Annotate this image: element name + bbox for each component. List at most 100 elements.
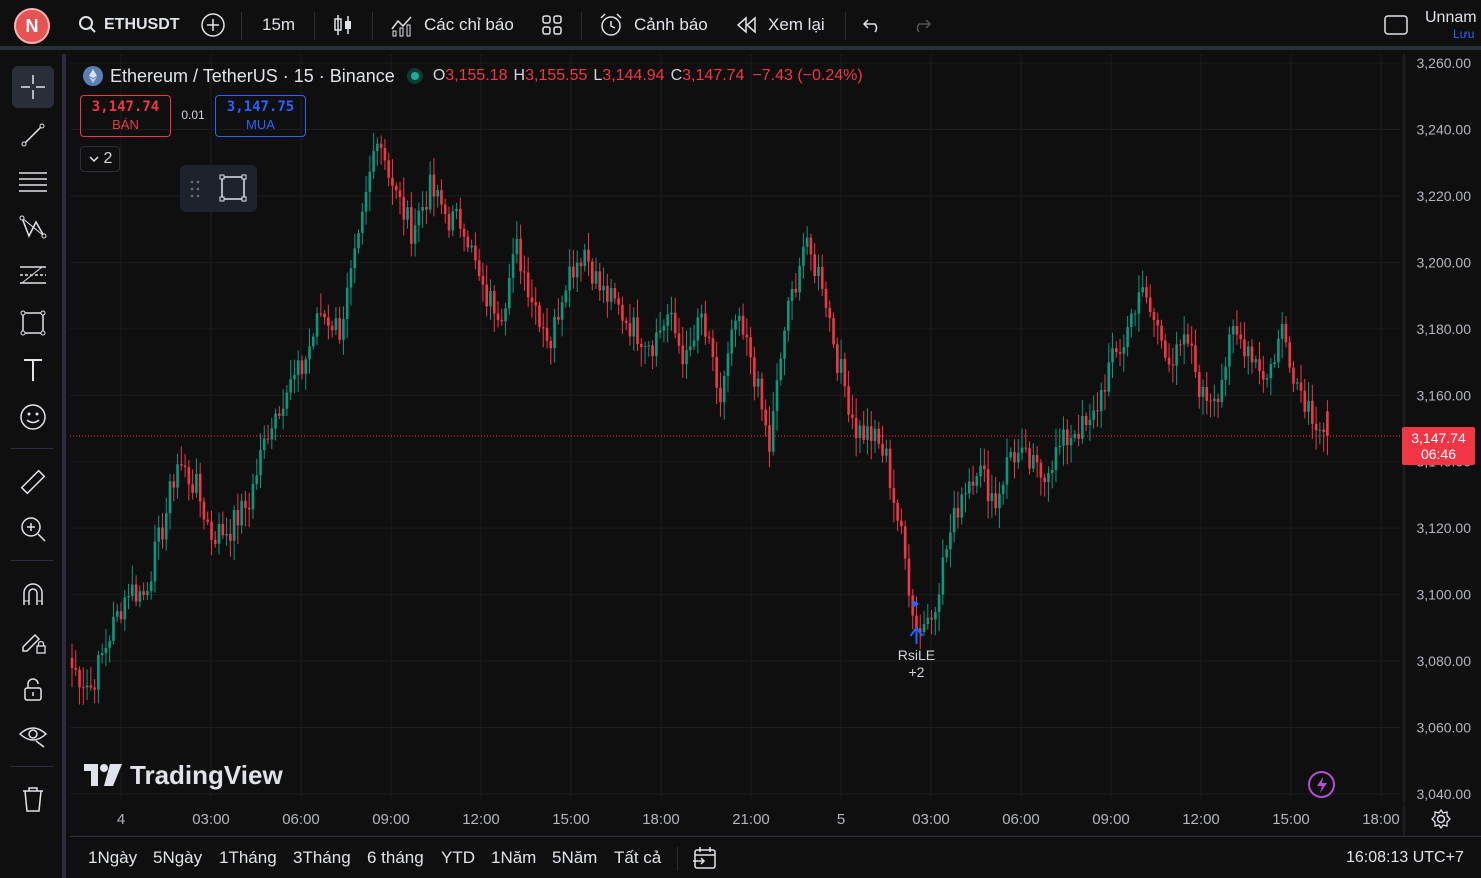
chart-type-button[interactable] bbox=[332, 0, 354, 50]
divider bbox=[372, 12, 373, 40]
candle-body bbox=[696, 317, 700, 341]
replay-button[interactable]: Xem lại bbox=[736, 0, 825, 50]
compare-symbol-button[interactable] bbox=[200, 0, 226, 50]
range-1m[interactable]: 1Tháng bbox=[219, 848, 277, 867]
go-to-date-button[interactable] bbox=[692, 837, 718, 878]
layout-templates-button[interactable] bbox=[541, 0, 563, 50]
hide-tool[interactable] bbox=[12, 714, 54, 756]
candle-body bbox=[900, 520, 903, 527]
candle-body bbox=[1179, 344, 1182, 346]
lightning-button[interactable] bbox=[1308, 771, 1335, 798]
range-1y[interactable]: 1Năm bbox=[491, 848, 537, 867]
candle-body bbox=[1054, 447, 1058, 471]
candle-body bbox=[809, 237, 813, 255]
high-value: 3,155.55 bbox=[525, 67, 588, 84]
user-avatar[interactable]: N bbox=[14, 8, 50, 44]
range-6m[interactable]: 6 tháng bbox=[367, 848, 424, 867]
indicators-button[interactable]: Các chỉ báo bbox=[390, 0, 514, 50]
candle-body bbox=[1133, 313, 1137, 315]
trend-line-tool[interactable] bbox=[12, 114, 54, 156]
range-1d[interactable]: 1Ngày bbox=[88, 848, 138, 867]
redo-button[interactable] bbox=[910, 0, 932, 50]
lock-drawing-tool[interactable] bbox=[12, 620, 54, 662]
fib-tool[interactable] bbox=[12, 254, 54, 296]
candle-body bbox=[613, 288, 617, 299]
interval-button[interactable]: 15m bbox=[262, 15, 296, 34]
candle-body bbox=[440, 190, 443, 205]
signal-label[interactable]: RsiLE bbox=[898, 647, 935, 663]
bottom-toolbar: 1Ngày 5Ngày 1Tháng 3Tháng 6 tháng YTD 1N… bbox=[70, 836, 1481, 878]
candle-body bbox=[1318, 429, 1322, 431]
symbol-search-button[interactable]: ETHUSDT bbox=[78, 0, 180, 50]
rectangle-tool-icon[interactable] bbox=[218, 173, 248, 203]
candle-body bbox=[319, 313, 323, 315]
candle-body bbox=[587, 249, 590, 262]
candle-body bbox=[1081, 415, 1084, 439]
candle-body bbox=[1258, 359, 1261, 372]
candle-body bbox=[421, 206, 424, 211]
pattern-tool[interactable] bbox=[12, 207, 54, 249]
time-tick-label: 06:00 bbox=[1002, 811, 1040, 828]
range-5y[interactable]: 5Năm bbox=[552, 848, 598, 867]
zoom-tool[interactable] bbox=[12, 508, 54, 550]
drag-handle-icon[interactable] bbox=[190, 179, 200, 199]
candle-body bbox=[244, 500, 247, 508]
emoji-tool[interactable] bbox=[12, 396, 54, 438]
price-tick-label: 3,160.00 bbox=[1417, 387, 1472, 403]
candle-body bbox=[508, 277, 511, 309]
lock-all-tool[interactable] bbox=[12, 668, 54, 710]
text-tool[interactable] bbox=[12, 349, 54, 391]
range-3m[interactable]: 3Tháng bbox=[293, 848, 351, 867]
candle-body bbox=[274, 413, 277, 429]
divider bbox=[10, 766, 54, 767]
market-status-dot[interactable] bbox=[406, 68, 423, 84]
candle-body bbox=[979, 465, 982, 477]
candle-body bbox=[975, 476, 979, 486]
price-tick-label: 3,240.00 bbox=[1417, 121, 1472, 137]
sell-button[interactable]: 3,147.74 BÁN bbox=[80, 95, 171, 137]
candle-body bbox=[534, 302, 538, 306]
alerts-button[interactable]: Cảnh báo bbox=[598, 0, 708, 50]
horizontal-lines-tool[interactable] bbox=[12, 160, 54, 202]
price-chart[interactable]: 3,260.00 3,240.00 3,220.00 3,200.00 3,180.00… bbox=[70, 54, 1481, 836]
range-ytd[interactable]: YTD bbox=[441, 848, 475, 867]
candle-body bbox=[78, 669, 81, 688]
candle-body bbox=[138, 591, 142, 602]
candle-body bbox=[1314, 423, 1318, 431]
timezone-clock[interactable]: 16:08:13 UTC+7 bbox=[1346, 849, 1464, 866]
candle-body bbox=[447, 214, 451, 231]
time-tick-label: 03:00 bbox=[192, 811, 230, 828]
range-all[interactable]: Tất cả bbox=[614, 848, 662, 867]
signal-extra-label[interactable]: +2 bbox=[908, 664, 924, 680]
ruler-tool[interactable] bbox=[12, 461, 54, 503]
remove-drawings-tool[interactable] bbox=[12, 778, 54, 820]
range-5d[interactable]: 5Ngày bbox=[153, 848, 203, 867]
candle-body bbox=[1096, 410, 1099, 412]
layout-name-button[interactable]: Unnam Lưu bbox=[1425, 9, 1477, 41]
low-value: 3,144.94 bbox=[602, 67, 665, 84]
fullscreen-button[interactable] bbox=[1383, 0, 1409, 50]
time-tick-label: 03:00 bbox=[912, 811, 950, 828]
candle-body bbox=[1269, 364, 1273, 379]
shape-tool[interactable] bbox=[12, 302, 54, 344]
candle-body bbox=[745, 334, 749, 338]
tradingview-watermark[interactable]: TradingView bbox=[84, 758, 283, 792]
ethereum-logo-icon bbox=[83, 66, 103, 86]
chart-pane[interactable]: 3,260.00 3,240.00 3,220.00 3,200.00 3,180.00… bbox=[70, 54, 1481, 836]
crosshair-tool[interactable] bbox=[12, 66, 54, 108]
signal-arrow-head bbox=[909, 626, 924, 637]
buy-button[interactable]: 3,147.75 MUA bbox=[215, 95, 306, 137]
candle-body bbox=[255, 475, 259, 484]
candle-body bbox=[1224, 366, 1227, 380]
candle-body bbox=[817, 267, 820, 277]
time-axis[interactable]: 4 03:00 06:00 09:00 12:00 15:00 18:00 21:00 5 03:… bbox=[70, 803, 1481, 828]
axis-settings-button[interactable] bbox=[1430, 808, 1452, 830]
candle-body bbox=[1213, 398, 1216, 402]
candle-body bbox=[353, 248, 357, 269]
candle-body bbox=[847, 386, 850, 415]
candle-body bbox=[764, 409, 767, 426]
magnet-tool[interactable] bbox=[12, 573, 54, 615]
indicators-collapse-button[interactable]: 2 bbox=[80, 146, 120, 172]
undo-button[interactable] bbox=[862, 0, 884, 50]
symbol-title[interactable]: Ethereum / TetherUS · 15 · Binance bbox=[110, 65, 395, 86]
